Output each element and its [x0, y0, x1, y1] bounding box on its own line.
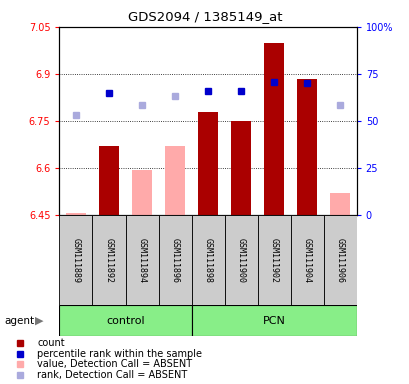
Bar: [257, 215, 290, 305]
Bar: [125, 215, 158, 305]
Text: GSM111904: GSM111904: [302, 238, 311, 283]
Bar: [59, 305, 191, 336]
Text: agent: agent: [4, 316, 34, 326]
Text: GDS2094 / 1385149_at: GDS2094 / 1385149_at: [128, 10, 281, 23]
Text: GSM111900: GSM111900: [236, 238, 245, 283]
Text: count: count: [37, 338, 65, 348]
Bar: [191, 215, 224, 305]
Text: GSM111898: GSM111898: [203, 238, 212, 283]
Bar: [165, 146, 184, 215]
Text: GSM111892: GSM111892: [104, 238, 113, 283]
Bar: [224, 215, 257, 305]
Bar: [198, 111, 218, 215]
Bar: [297, 79, 316, 215]
Text: GSM111889: GSM111889: [71, 238, 80, 283]
Text: GSM111902: GSM111902: [269, 238, 278, 283]
Bar: [158, 215, 191, 305]
Text: percentile rank within the sample: percentile rank within the sample: [37, 349, 202, 359]
Bar: [59, 215, 92, 305]
Bar: [92, 215, 125, 305]
Bar: [330, 193, 349, 215]
Text: ▶: ▶: [35, 316, 43, 326]
Text: value, Detection Call = ABSENT: value, Detection Call = ABSENT: [37, 359, 192, 369]
Bar: [99, 146, 119, 215]
Bar: [132, 170, 152, 215]
Bar: [323, 215, 356, 305]
Text: GSM111894: GSM111894: [137, 238, 146, 283]
Bar: [66, 214, 85, 215]
Bar: [231, 121, 250, 215]
Bar: [263, 43, 283, 215]
Text: GSM111906: GSM111906: [335, 238, 344, 283]
Text: rank, Detection Call = ABSENT: rank, Detection Call = ABSENT: [37, 370, 187, 380]
Text: GSM111896: GSM111896: [170, 238, 179, 283]
Bar: [290, 215, 323, 305]
Text: control: control: [106, 316, 144, 326]
Text: PCN: PCN: [262, 316, 285, 326]
Bar: [191, 305, 356, 336]
